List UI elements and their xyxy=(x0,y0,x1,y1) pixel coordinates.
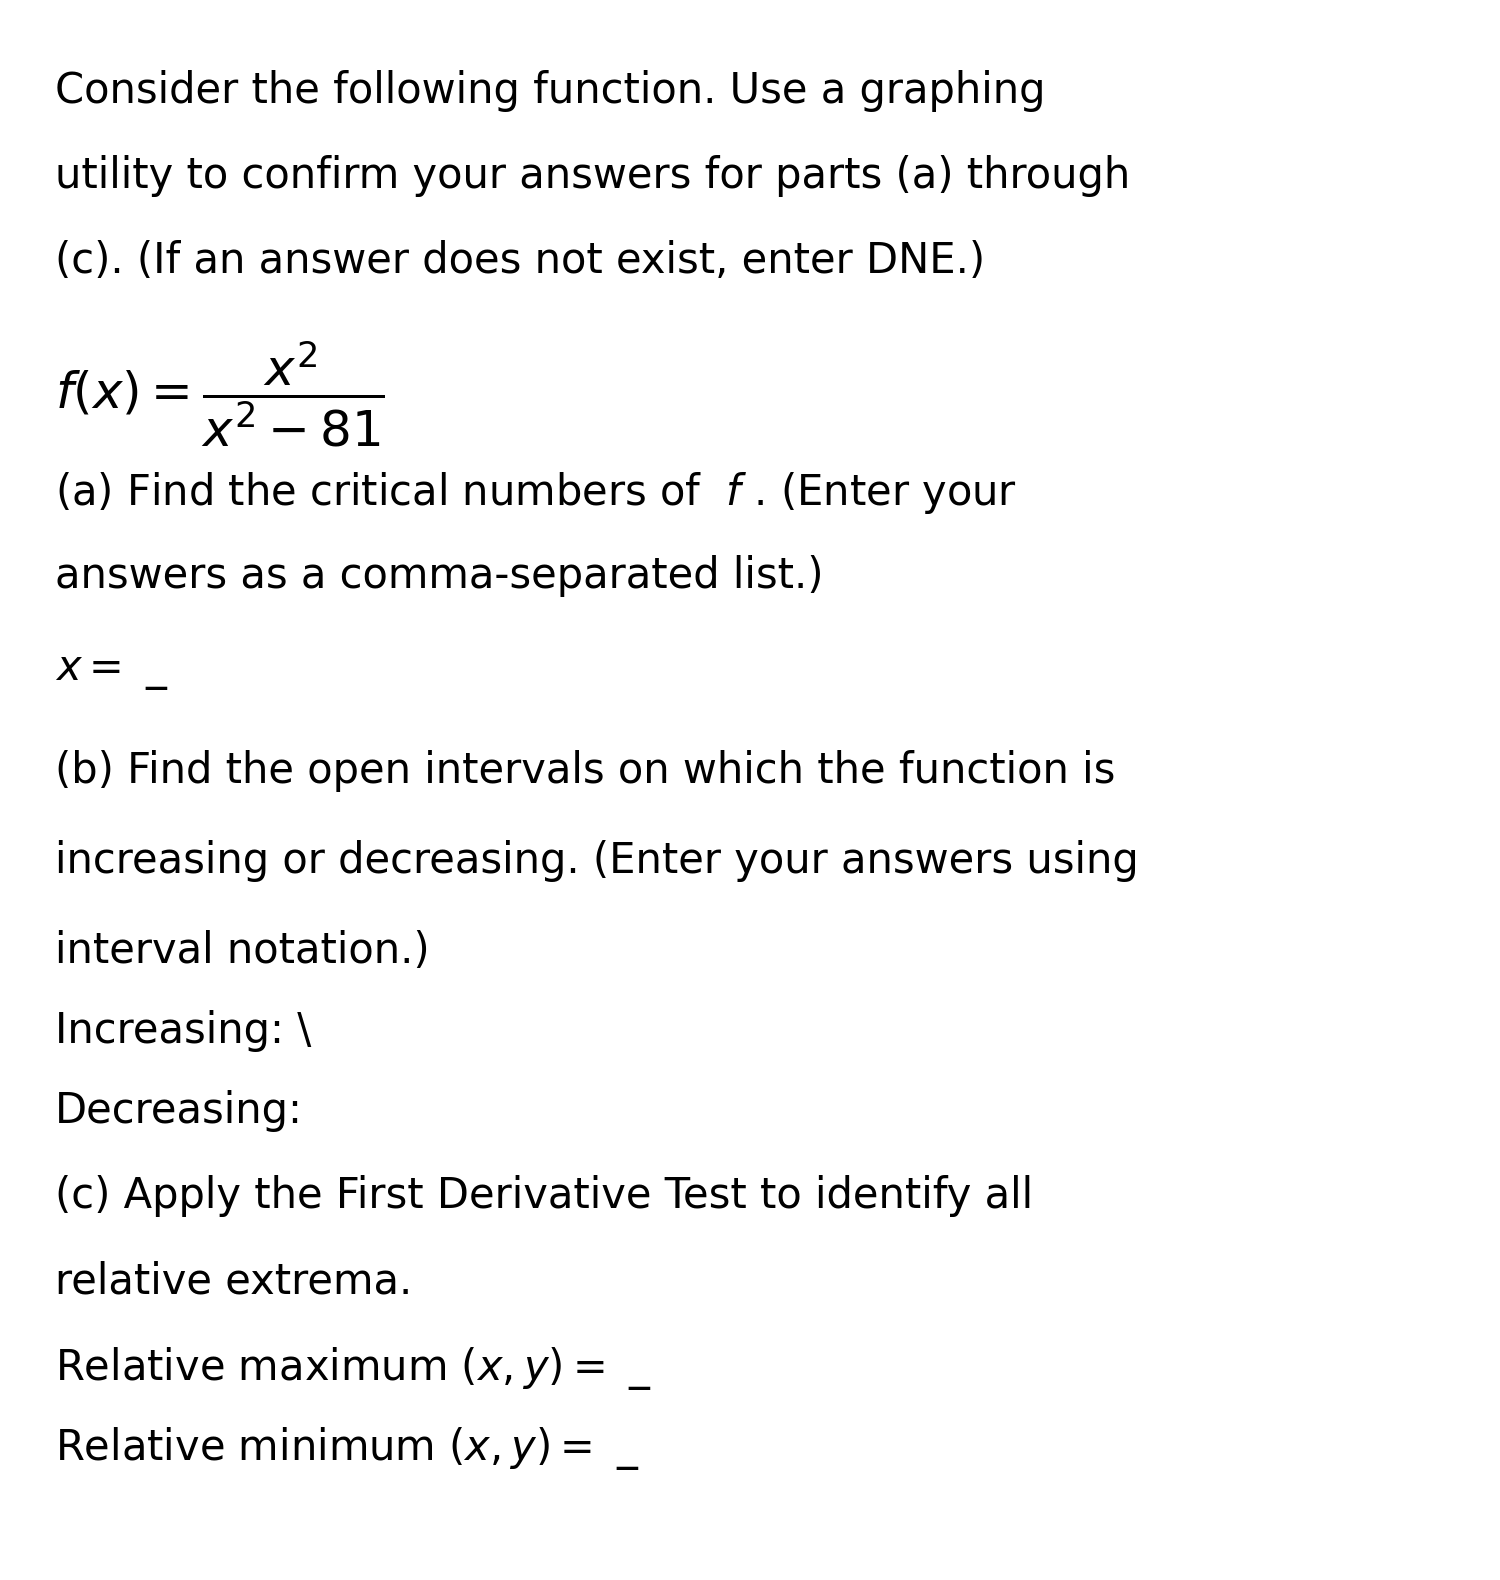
Text: Consider the following function. Use a graphing: Consider the following function. Use a g… xyxy=(56,70,1046,112)
Text: $f(x) = \dfrac{x^2}{x^2-81}$: $f(x) = \dfrac{x^2}{x^2-81}$ xyxy=(56,340,386,449)
Text: Relative minimum $(x, y) =$ _: Relative minimum $(x, y) =$ _ xyxy=(56,1425,639,1473)
Text: (b) Find the open intervals on which the function is: (b) Find the open intervals on which the… xyxy=(56,750,1116,792)
Text: Increasing: \: Increasing: \ xyxy=(56,1010,312,1052)
Text: $x =$ _: $x =$ _ xyxy=(56,649,168,692)
Text: (c) Apply the First Derivative Test to identify all: (c) Apply the First Derivative Test to i… xyxy=(56,1176,1034,1217)
Text: utility to confirm your answers for parts (a) through: utility to confirm your answers for part… xyxy=(56,155,1131,198)
Text: increasing or decreasing. (Enter your answers using: increasing or decreasing. (Enter your an… xyxy=(56,841,1138,882)
Text: answers as a comma-separated list.): answers as a comma-separated list.) xyxy=(56,555,824,597)
Text: interval notation.): interval notation.) xyxy=(56,931,429,972)
Text: (a) Find the critical numbers of  $f$ . (Enter your: (a) Find the critical numbers of $f$ . (… xyxy=(56,469,1017,517)
Text: relative extrema.: relative extrema. xyxy=(56,1259,412,1302)
Text: Decreasing:: Decreasing: xyxy=(56,1090,303,1131)
Text: (c). (If an answer does not exist, enter DNE.): (c). (If an answer does not exist, enter… xyxy=(56,240,986,281)
Text: Relative maximum $(x, y) =$ _: Relative maximum $(x, y) =$ _ xyxy=(56,1345,651,1392)
